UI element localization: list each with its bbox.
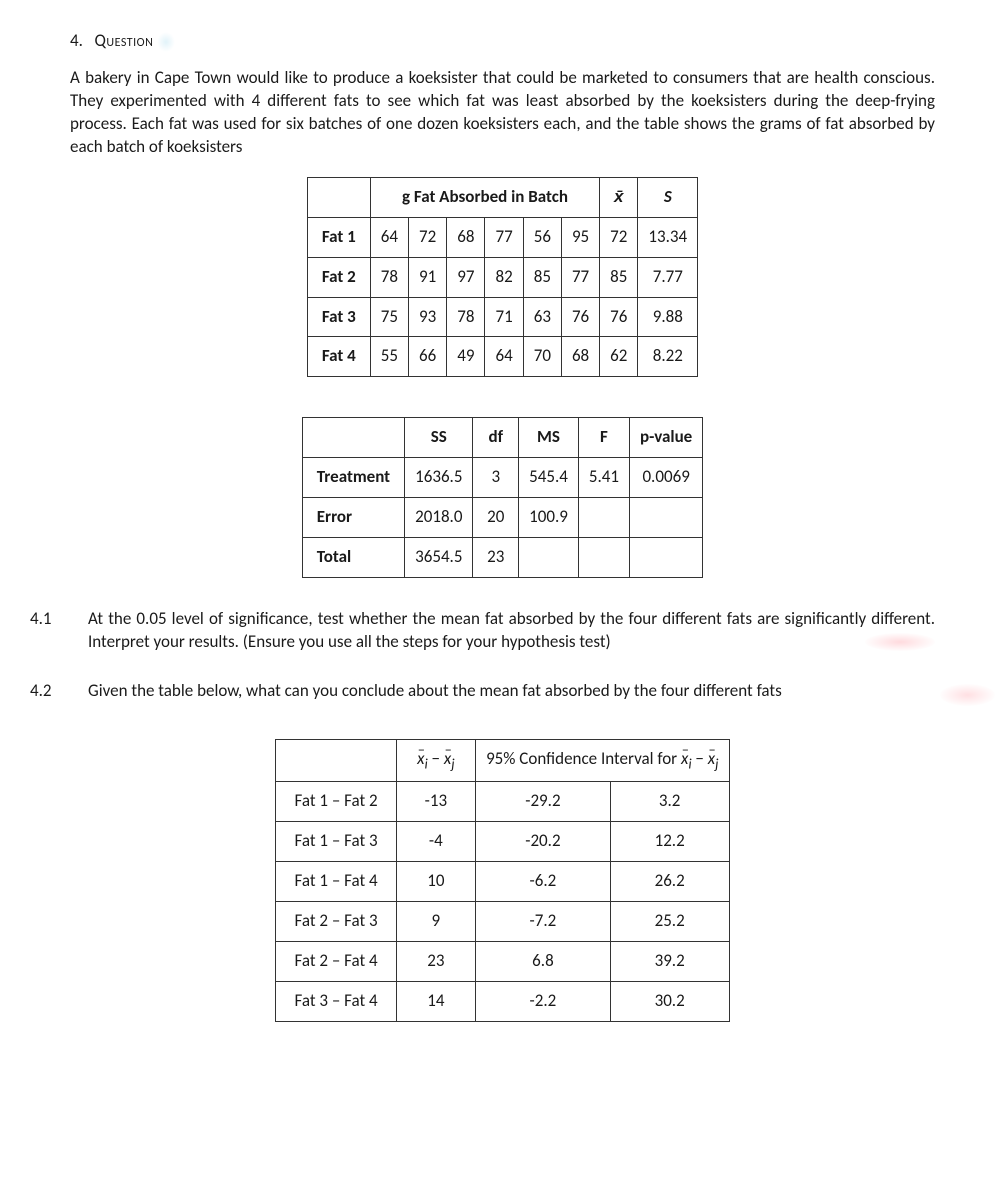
subquestion-4-1: 4.1 At the 0.05 level of significance, t… <box>30 608 935 654</box>
smudge-icon <box>865 633 935 651</box>
col-mean: x̄ <box>600 177 638 217</box>
subq-text: At the 0.05 level of significance, test … <box>88 608 935 654</box>
anova-table: SS df MS F p-value Treatment 1636.5 3 54… <box>302 417 704 578</box>
subq-text: Given the table below, what can you conc… <box>88 680 935 703</box>
table-row: xi − xj 95% Confidence Interval for xi −… <box>276 739 729 782</box>
data-table-fat-absorbed: g Fat Absorbed in Batch x̄ S Fat 1 64 72… <box>307 177 698 378</box>
ci-table: xi − xj 95% Confidence Interval for xi −… <box>275 739 729 1022</box>
table-row: Fat 1 – Fat 3 -4 -20.2 12.2 <box>276 822 729 862</box>
table-row: Fat 1 – Fat 4 10 -6.2 26.2 <box>276 862 729 902</box>
intro-paragraph: A bakery in Cape Town would like to prod… <box>70 67 935 159</box>
table-row: Treatment 1636.5 3 545.4 5.41 0.0069 <box>302 458 703 498</box>
question-number: 4. <box>70 30 83 51</box>
question-header: 4. Question <box>70 30 935 53</box>
subq-number: 4.1 <box>30 608 88 654</box>
table-row: Fat 4 55 66 49 64 70 68 62 8.22 <box>307 337 697 377</box>
question-word: Question <box>94 30 153 51</box>
col-diff-header: xi − xj <box>396 739 475 782</box>
smudge-icon <box>940 684 995 706</box>
subquestion-4-2: 4.2 Given the table below, what can you … <box>30 680 935 703</box>
table-row: Fat 2 – Fat 4 23 6.8 39.2 <box>276 942 729 982</box>
table-row: Fat 3 – Fat 4 14 -2.2 30.2 <box>276 982 729 1022</box>
intro-text: A bakery in Cape Town would like to prod… <box>70 67 935 159</box>
table-row: Fat 2 – Fat 3 9 -7.2 25.2 <box>276 902 729 942</box>
subq-number: 4.2 <box>30 680 88 703</box>
table-row: Fat 2 78 91 97 82 85 77 85 7.77 <box>307 257 697 297</box>
table-row: Fat 1 – Fat 2 -13 -29.2 3.2 <box>276 782 729 822</box>
smudge-icon <box>157 32 175 52</box>
table-row: SS df MS F p-value <box>302 418 703 458</box>
col-ci-header: 95% Confidence Interval for xi − xj <box>476 739 729 782</box>
table-row: Fat 1 64 72 68 77 56 95 72 13.34 <box>307 217 697 257</box>
table-row: Fat 3 75 93 78 71 63 76 76 9.88 <box>307 297 697 337</box>
col-sd: S <box>638 177 698 217</box>
table1-title: g Fat Absorbed in Batch <box>370 177 599 217</box>
table-row: g Fat Absorbed in Batch x̄ S <box>307 177 697 217</box>
table-row: Error 2018.0 20 100.9 <box>302 498 703 538</box>
table-row: Total 3654.5 23 <box>302 538 703 578</box>
